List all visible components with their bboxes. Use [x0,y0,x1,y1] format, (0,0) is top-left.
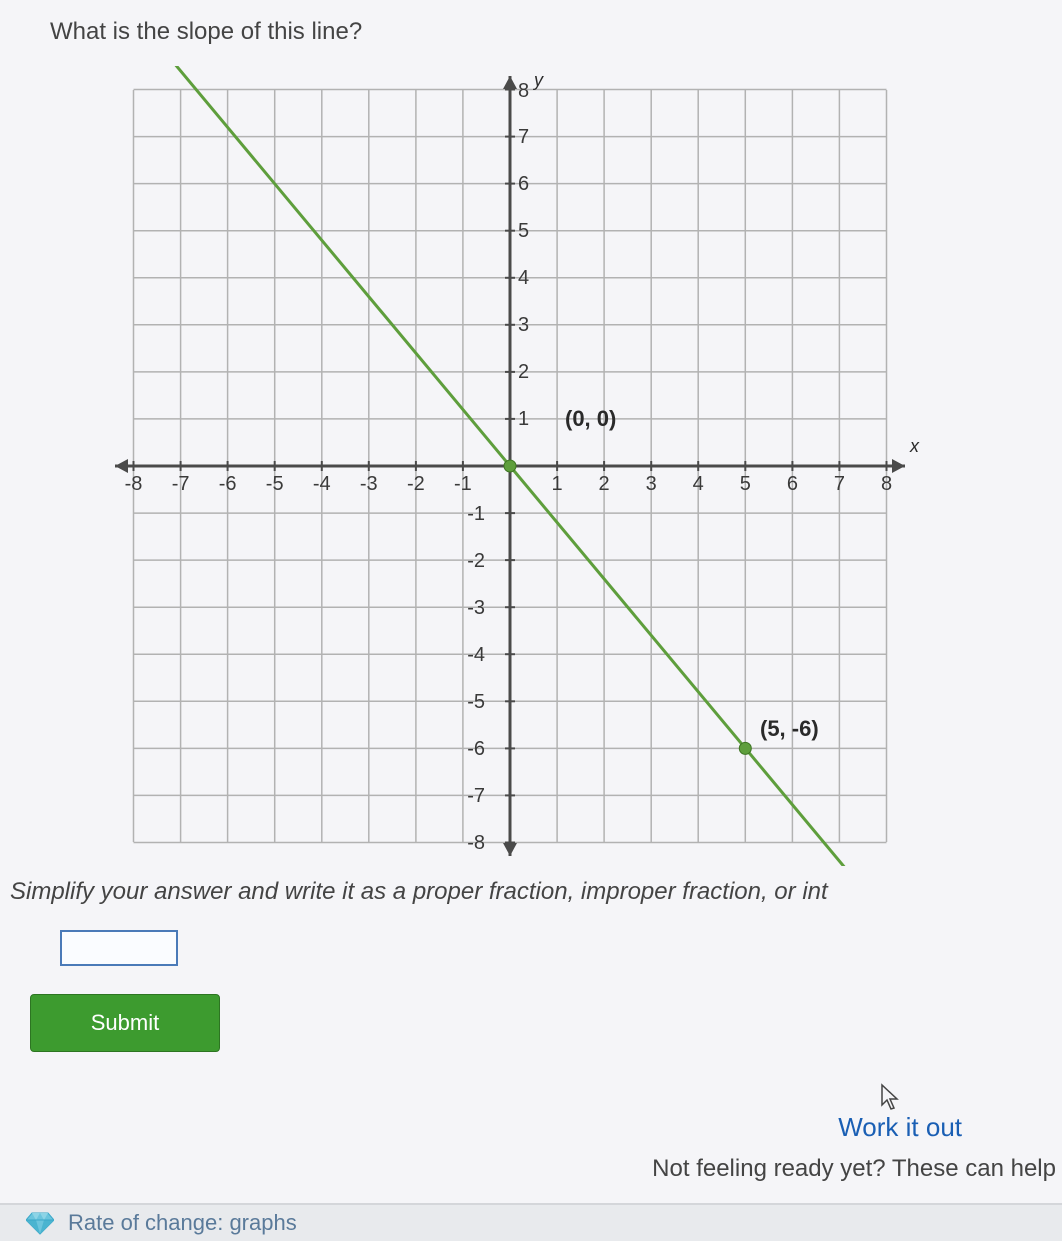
svg-text:(5, -6): (5, -6) [760,716,819,741]
svg-text:1: 1 [552,473,563,495]
marked-points: (0, 0) (5, -6) [504,406,819,754]
svg-text:-7: -7 [172,473,190,495]
x-axis-label: x [909,436,920,456]
svg-text:-2: -2 [407,473,425,495]
svg-text:-4: -4 [313,473,331,495]
y-axis-label: y [532,70,544,90]
svg-text:-1: -1 [454,473,472,495]
svg-text:-2: -2 [467,550,485,572]
svg-text:6: 6 [787,473,798,495]
question-text: What is the slope of this line? [0,0,1062,46]
svg-text:1: 1 [518,408,529,430]
submit-button[interactable]: Submit [30,994,220,1052]
svg-text:6: 6 [518,173,529,195]
svg-text:-3: -3 [467,597,485,619]
svg-text:5: 5 [740,473,751,495]
work-it-out-link[interactable]: Work it out [838,1112,962,1143]
svg-text:-6: -6 [219,473,237,495]
svg-text:7: 7 [518,126,529,148]
svg-text:-1: -1 [467,503,485,525]
bottom-bar: Rate of change: graphs [0,1203,1062,1241]
svg-text:4: 4 [693,473,704,495]
gem-icon [26,1211,54,1235]
svg-text:7: 7 [834,473,845,495]
svg-text:-3: -3 [360,473,378,495]
instruction-text: Simplify your answer and write it as a p… [0,866,1062,906]
svg-text:3: 3 [518,314,529,336]
svg-text:8: 8 [881,473,892,495]
svg-text:5: 5 [518,220,529,242]
svg-text:(0, 0): (0, 0) [565,406,616,431]
svg-text:-6: -6 [467,738,485,760]
answer-input[interactable] [60,930,178,966]
svg-text:4: 4 [518,267,529,289]
svg-text:2: 2 [599,473,610,495]
svg-text:-5: -5 [266,473,284,495]
x-tick-labels: -8 -7 -6 -5 -4 -3 -2 -1 1 2 3 4 5 6 7 8 [125,473,892,495]
coordinate-graph: -8 -7 -6 -5 -4 -3 -2 -1 1 2 3 4 5 6 7 8 … [80,66,940,866]
graph-container: -8 -7 -6 -5 -4 -3 -2 -1 1 2 3 4 5 6 7 8 … [80,66,940,866]
svg-text:-5: -5 [467,691,485,713]
svg-text:8: 8 [518,80,529,102]
svg-text:-8: -8 [125,473,143,495]
svg-text:3: 3 [646,473,657,495]
rate-of-change-link[interactable]: Rate of change: graphs [68,1210,297,1236]
svg-text:-4: -4 [467,644,485,666]
not-ready-text: Not feeling ready yet? These can help [652,1155,1056,1183]
svg-text:-7: -7 [467,785,485,807]
cursor-icon [880,1083,902,1111]
svg-text:-8: -8 [467,832,485,854]
svg-text:2: 2 [518,361,529,383]
